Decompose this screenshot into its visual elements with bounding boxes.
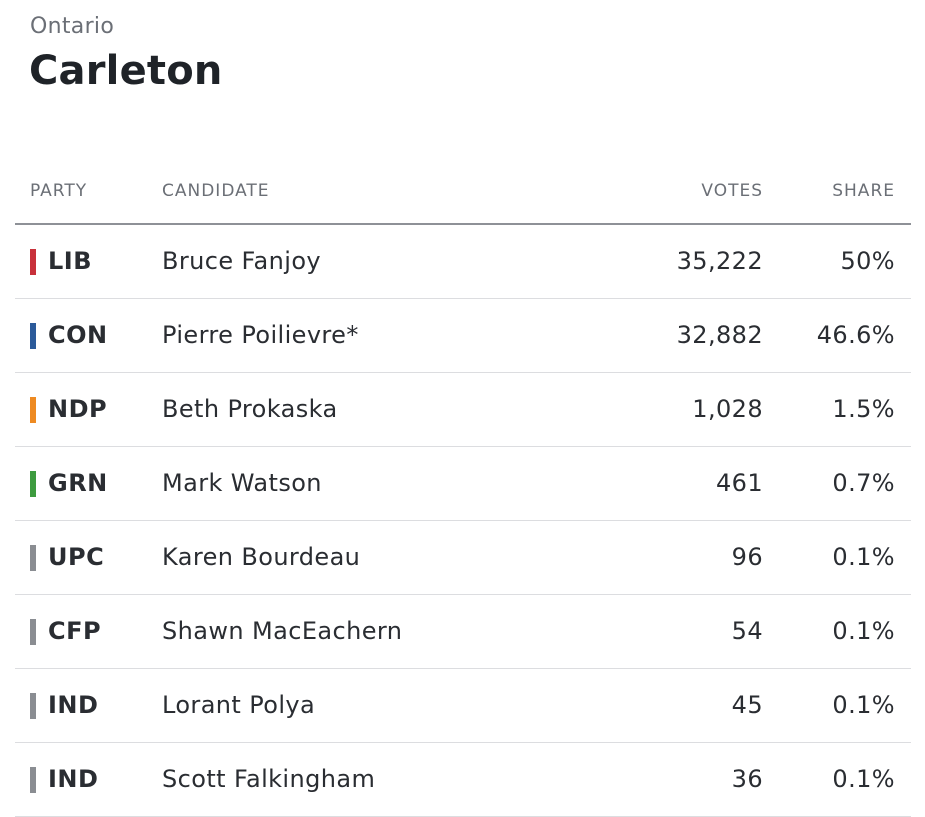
vote-share: 0.1%: [832, 765, 895, 793]
vote-count: 32,882: [676, 321, 763, 349]
vote-share: 0.7%: [832, 469, 895, 497]
candidate-name: Karen Bourdeau: [162, 543, 361, 571]
candidate-name: Mark Watson: [162, 469, 322, 497]
results-table: PARTY CANDIDATE VOTES SHARE LIB Bruce Fa…: [15, 159, 911, 817]
party-color-swatch: [30, 323, 36, 349]
candidate-name: Shawn MacEachern: [162, 617, 403, 645]
vote-count: 96: [731, 543, 763, 571]
candidate-name: Bruce Fanjoy: [162, 247, 322, 275]
table-row: GRN Mark Watson 461 0.7%: [15, 447, 911, 521]
column-header-votes[interactable]: VOTES: [701, 181, 763, 201]
table-row: NDP Beth Prokaska 1,028 1.5%: [15, 373, 911, 447]
party-abbreviation: LIB: [48, 247, 93, 275]
column-header-candidate[interactable]: CANDIDATE: [162, 181, 270, 201]
province-label: Ontario: [30, 14, 115, 39]
vote-share: 1.5%: [832, 395, 895, 423]
party-color-swatch: [30, 471, 36, 497]
party-color-swatch: [30, 693, 36, 719]
vote-share: 0.1%: [832, 617, 895, 645]
party-abbreviation: IND: [48, 765, 99, 793]
vote-count: 54: [731, 617, 763, 645]
table-row: CFP Shawn MacEachern 54 0.1%: [15, 595, 911, 669]
party-abbreviation: IND: [48, 691, 99, 719]
party-abbreviation: GRN: [48, 469, 108, 497]
party-abbreviation: CFP: [48, 617, 102, 645]
vote-share: 46.6%: [816, 321, 895, 349]
table-row: CON Pierre Poilievre* 32,882 46.6%: [15, 299, 911, 373]
candidate-name: Beth Prokaska: [162, 395, 338, 423]
candidate-name: Scott Falkingham: [162, 765, 376, 793]
party-abbreviation: NDP: [48, 395, 108, 423]
party-color-swatch: [30, 545, 36, 571]
vote-count: 35,222: [676, 247, 763, 275]
party-abbreviation: UPC: [48, 543, 105, 571]
table-header-row: PARTY CANDIDATE VOTES SHARE: [15, 159, 911, 225]
vote-count: 45: [731, 691, 763, 719]
vote-share: 0.1%: [832, 543, 895, 571]
vote-share: 50%: [840, 247, 895, 275]
party-abbreviation: CON: [48, 321, 108, 349]
table-row: LIB Bruce Fanjoy 35,222 50%: [15, 225, 911, 299]
party-color-swatch: [30, 767, 36, 793]
vote-share: 0.1%: [832, 691, 895, 719]
riding-title: Carleton: [29, 48, 223, 94]
candidate-name: Pierre Poilievre*: [162, 321, 359, 349]
column-header-party[interactable]: PARTY: [30, 181, 88, 201]
party-color-swatch: [30, 619, 36, 645]
candidate-name: Lorant Polya: [162, 691, 316, 719]
vote-count: 36: [731, 765, 763, 793]
column-header-share[interactable]: SHARE: [832, 181, 895, 201]
party-color-swatch: [30, 249, 36, 275]
vote-count: 1,028: [692, 395, 763, 423]
table-row: IND Scott Falkingham 36 0.1%: [15, 743, 911, 817]
party-color-swatch: [30, 397, 36, 423]
vote-count: 461: [715, 469, 763, 497]
table-row: IND Lorant Polya 45 0.1%: [15, 669, 911, 743]
table-row: UPC Karen Bourdeau 96 0.1%: [15, 521, 911, 595]
